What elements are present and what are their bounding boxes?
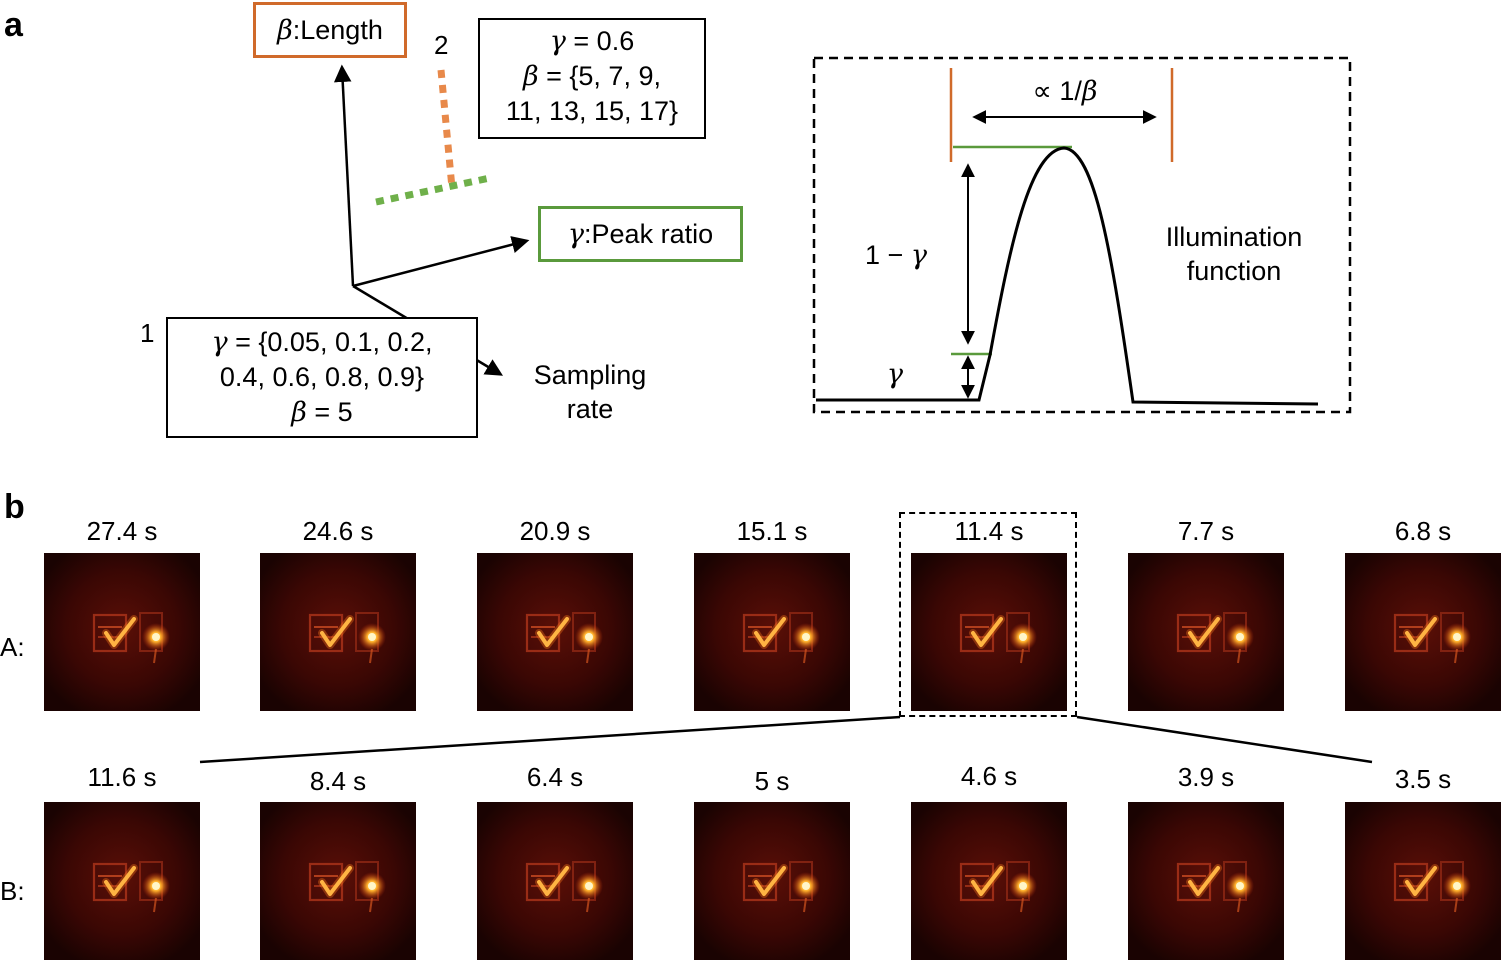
sampling-rate-line1: Sampling: [533, 360, 647, 390]
row-a-time-label: 15.1 s: [736, 516, 808, 546]
base-label: γ: [886, 359, 904, 390]
row-a-time-label: 24.6 s: [302, 516, 374, 546]
row-a-frame-image: [44, 553, 200, 711]
illumination-box: [812, 56, 1352, 414]
row-b-time-label: 3.5 s: [1394, 764, 1452, 794]
row-a-time-label: 20.9 s: [519, 516, 591, 546]
row-a-frame-image: [911, 553, 1067, 711]
point-2-gamma-value: = 0.6: [565, 26, 635, 56]
beta-axis-line: [333, 64, 355, 287]
row-a-time-label: 7.7 s: [1177, 516, 1235, 546]
row-a-frame-image: [1345, 553, 1501, 711]
beta-length-label: β:Length: [253, 2, 407, 58]
gamma-symbol: γ: [567, 219, 585, 250]
beta-symbol: β: [277, 15, 293, 46]
row-b-frame-image: [477, 802, 633, 960]
point-2-beta-symbol: β: [523, 61, 539, 92]
point-2-params-box: γ = 0.6 β = {5, 7, 9, 11, 13, 15, 17}: [478, 18, 706, 139]
illumination-function-label: Illumination function: [1150, 220, 1318, 288]
row-b-time-label: 8.4 s: [309, 766, 367, 796]
row-b-frame-image: [911, 802, 1067, 960]
illumination-curve: [816, 146, 1319, 406]
row-b-time-label: 6.4 s: [526, 762, 584, 792]
point-2-number: 2: [434, 30, 449, 60]
point-1-beta-symbol: β: [291, 397, 307, 428]
row-a-frame-image: [1128, 553, 1284, 711]
point-1-gamma-symbol: γ: [211, 327, 228, 358]
point-2-beta-line: β = {5, 7, 9,: [480, 59, 704, 94]
row-b-label: B:: [0, 876, 25, 906]
width-label: ∝ 1/β: [1010, 74, 1120, 109]
row-a-time-label: 11.4 s: [954, 516, 1024, 546]
highlighted-frame-box: [899, 512, 1077, 717]
row-b-time-label: 11.6 s: [87, 762, 157, 792]
sampling-rate-line2: rate: [566, 394, 614, 424]
row-b-time-label: 4.6 s: [960, 761, 1018, 791]
row-b-frame-image: [260, 802, 416, 960]
panel-letter-b: b: [4, 488, 25, 526]
row-a-time-label: 6.8 s: [1394, 516, 1452, 546]
point-2-beta-line-cont: 11, 13, 15, 17}: [505, 96, 679, 126]
row-a-frame-image: [694, 553, 850, 711]
row-b-frame-image: [1345, 802, 1501, 960]
beta-dashed-line: [437, 69, 456, 189]
row-b-time-label: 5 s: [754, 766, 790, 796]
point-1-beta-value: = 5: [306, 397, 353, 427]
row-a-time-label: 27.4 s: [86, 516, 158, 546]
beta-length-text: :Length: [292, 15, 383, 45]
point-2-gamma-line: γ = 0.6: [480, 24, 704, 59]
point-1-gamma-values: = {0.05, 0.1, 0.2,: [227, 327, 433, 357]
row-b-time-label: 3.9 s: [1177, 762, 1235, 792]
height-label-symbol: γ: [910, 240, 927, 271]
point-1-gamma-line: γ = {0.05, 0.1, 0.2,: [168, 325, 476, 360]
row-a-label: A:: [0, 632, 25, 662]
zoom-connector-right: [1076, 715, 1373, 764]
point-1-gamma-line-cont: 0.4, 0.6, 0.8, 0.9}: [219, 362, 425, 392]
sampling-rate-label: Sampling rate: [520, 358, 660, 426]
height-label-prefix: 1 −: [865, 240, 911, 270]
point-1-params-box: γ = {0.05, 0.1, 0.2, 0.4, 0.6, 0.8, 0.9}…: [166, 317, 478, 438]
illumination-title-line1: Illumination: [1165, 222, 1303, 252]
row-a-frame-image: [260, 553, 416, 711]
row-b-frame-image: [694, 802, 850, 960]
point-2-gamma-symbol: γ: [549, 26, 566, 57]
height-label: 1 − γ: [856, 238, 936, 273]
gamma-dashed-line: [375, 174, 491, 206]
gamma-peak-ratio-text: :Peak ratio: [584, 219, 714, 249]
row-a-frame-image: [477, 553, 633, 711]
point-1-beta-line: β = 5: [168, 395, 476, 430]
row-b-frame-image: [1128, 802, 1284, 960]
width-label-prefix: ∝ 1/: [1032, 76, 1082, 106]
row-b-frame-image: [44, 802, 200, 960]
width-label-symbol: β: [1081, 76, 1098, 107]
point-2-beta-values: = {5, 7, 9,: [538, 61, 661, 91]
point-1-number: 1: [140, 318, 155, 348]
gamma-peak-ratio-label: γ:Peak ratio: [538, 206, 743, 262]
panel-letter-a: a: [4, 6, 23, 44]
zoom-connector-left: [199, 715, 901, 764]
illumination-title-line2: function: [1186, 256, 1282, 286]
gamma-axis-line: [352, 236, 530, 288]
